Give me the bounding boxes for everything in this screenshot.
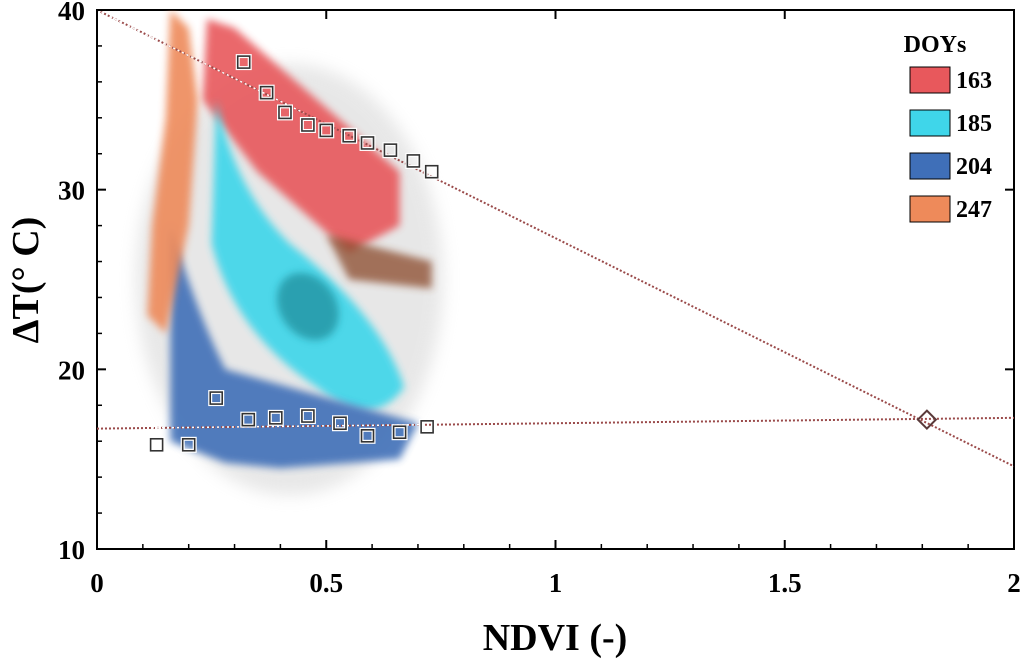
wet-edge-point xyxy=(333,416,347,431)
y-tick-label: 10 xyxy=(58,535,85,565)
dry-edge-point xyxy=(278,105,292,120)
dry-edge-point xyxy=(424,164,439,179)
intersection-point xyxy=(916,409,938,431)
y-tick-label: 40 xyxy=(58,0,85,26)
wet-edge-line-highlight xyxy=(152,423,428,429)
dry-edge-point xyxy=(360,136,375,150)
dry-edge-point xyxy=(406,154,421,168)
x-tick-label: 2 xyxy=(1007,568,1021,598)
legend-swatch-163 xyxy=(909,66,951,94)
wet-edge-point xyxy=(209,391,224,405)
legend-label-185: 185 xyxy=(956,111,992,137)
legend-swatch-247 xyxy=(909,195,951,223)
wet-edge-point xyxy=(181,437,196,452)
y-tick-label: 30 xyxy=(58,176,85,206)
density-clouds xyxy=(135,10,444,496)
x-tick-label: 0 xyxy=(90,568,104,598)
x-tick-label: 1 xyxy=(549,568,563,598)
wet-edge-point xyxy=(392,425,407,440)
edge-markers xyxy=(148,54,938,453)
cloud-185-core xyxy=(277,272,339,341)
cloud-185 xyxy=(211,99,405,410)
cloud-247 xyxy=(147,10,198,334)
dry-edge-point xyxy=(383,143,398,157)
cloud-204 xyxy=(170,225,418,469)
legend-title: DOYs xyxy=(904,32,967,58)
wet-edge-point xyxy=(360,429,375,443)
wet-edge-point xyxy=(149,437,164,452)
dry-edge-point xyxy=(259,85,274,100)
dry-edge-point xyxy=(342,128,356,143)
legend-label-163: 163 xyxy=(956,68,992,94)
wet-edge-point xyxy=(241,412,256,427)
dry-edge-point xyxy=(301,118,315,132)
y-axis-label: ΔT(° C) xyxy=(5,217,47,344)
wet-edge-point xyxy=(269,411,283,425)
wet-edge-point xyxy=(420,420,434,434)
legend-swatch-185 xyxy=(909,109,951,137)
x-tick-label: 1.5 xyxy=(768,568,802,598)
dry-edge-line xyxy=(97,10,1014,468)
legend-swatch-204 xyxy=(909,152,951,180)
axis-ticks: 0 0.5 1 1.5 2 10 20 30 40 xyxy=(58,0,1021,598)
dry-edge-line-highlight xyxy=(97,10,304,114)
legend: DOYs 163 185 204 247 xyxy=(904,32,992,223)
wet-edge-point xyxy=(301,409,315,423)
cloud-247-tail xyxy=(326,234,432,289)
x-tick-label: 0.5 xyxy=(309,568,343,598)
legend-label-204: 204 xyxy=(956,154,992,180)
dry-edge-point xyxy=(236,55,251,69)
legend-label-247: 247 xyxy=(956,197,992,223)
cloud-163 xyxy=(202,18,400,253)
y-tick-label: 20 xyxy=(58,355,85,385)
dry-edge-point xyxy=(319,123,334,138)
x-axis-label: NDVI (-) xyxy=(483,617,628,659)
